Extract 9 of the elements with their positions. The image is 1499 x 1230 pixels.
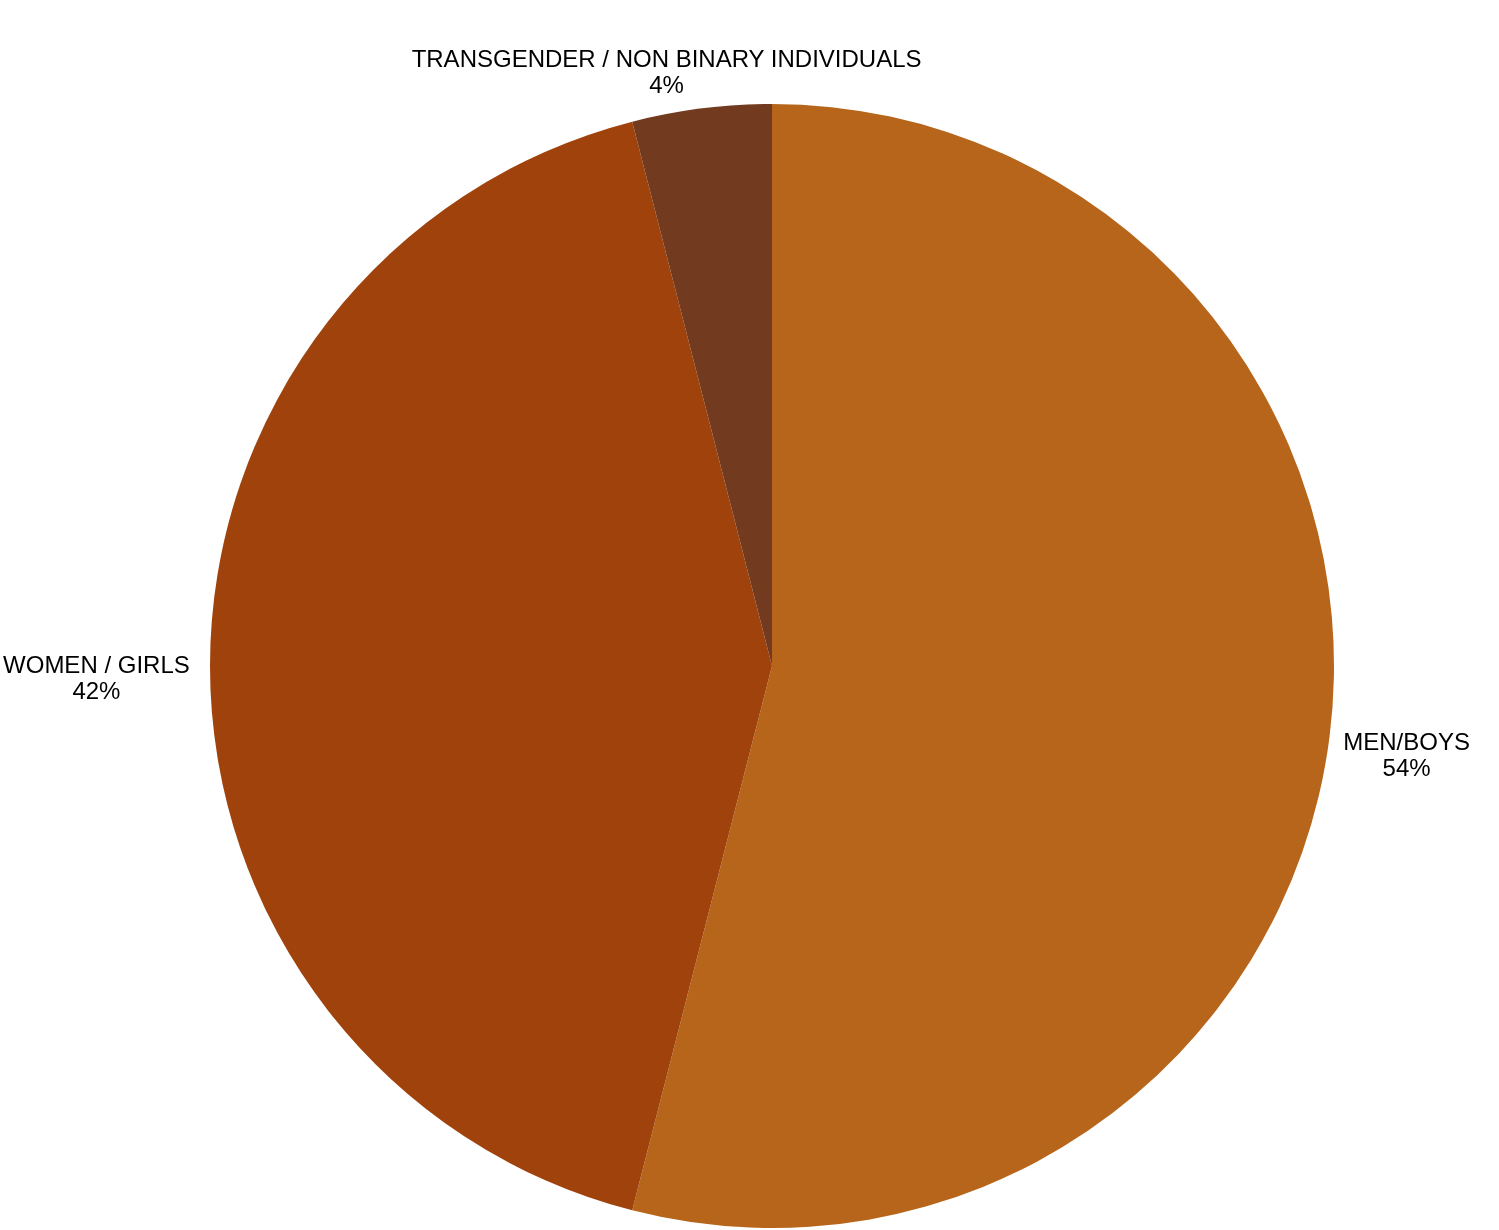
pie-slice [211,121,772,1211]
slice-label: WOMEN / GIRLS [3,651,190,678]
pie-slice [632,104,772,666]
pie-slice [632,104,1333,1228]
data-label: 54% [1382,753,1431,781]
data-label: 42% [72,677,121,704]
data-label: 4% [649,71,684,99]
slice-label: TRANSGENDER / NON BINARY INDIVIDUALS [411,45,922,73]
slice-label: MEN/BOYS [1343,727,1470,755]
